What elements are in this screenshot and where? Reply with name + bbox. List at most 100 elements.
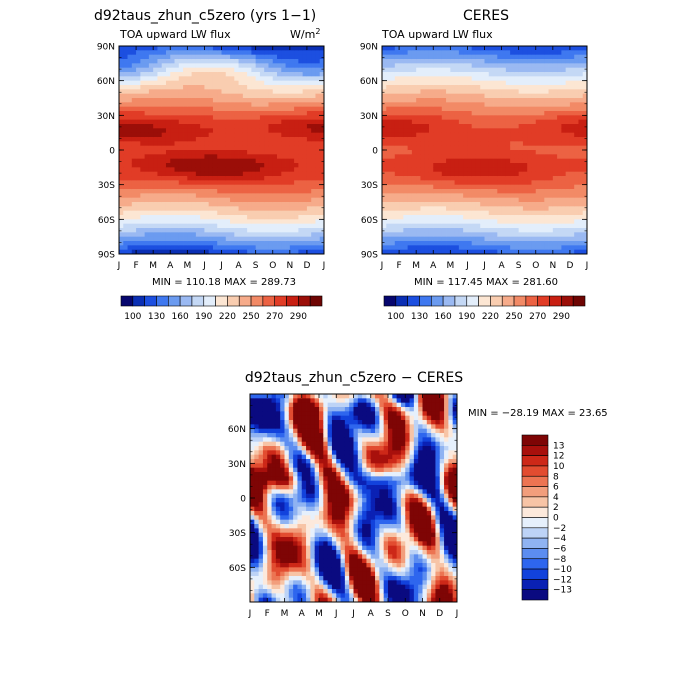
x-tick-label: M bbox=[412, 261, 420, 271]
heatmap-cell bbox=[411, 119, 417, 125]
heatmap-cell bbox=[187, 145, 192, 151]
heatmap-cell bbox=[535, 132, 541, 138]
heatmap-cell bbox=[183, 85, 188, 90]
heatmap-cell bbox=[394, 219, 400, 225]
heatmap-cell bbox=[441, 115, 447, 121]
heatmap-cell bbox=[191, 98, 197, 103]
heatmap-cell bbox=[311, 72, 316, 77]
heatmap-cell bbox=[319, 249, 325, 255]
heatmap-cell bbox=[574, 106, 579, 112]
heatmap-cell bbox=[264, 150, 269, 155]
heatmap-cell bbox=[306, 232, 312, 238]
heatmap-cell bbox=[458, 93, 464, 99]
heatmap-cell bbox=[204, 145, 210, 151]
heatmap-cell bbox=[535, 50, 541, 56]
heatmap-cell bbox=[247, 184, 252, 190]
heatmap-cell bbox=[467, 241, 473, 246]
heatmap-cell bbox=[258, 515, 264, 521]
heatmap-cell bbox=[136, 119, 141, 125]
heatmap-cell bbox=[454, 46, 460, 51]
heatmap-cell bbox=[144, 184, 150, 190]
heatmap-cell bbox=[446, 46, 451, 51]
heatmap-cell bbox=[136, 80, 141, 86]
heatmap-cell bbox=[382, 67, 387, 73]
heatmap-cell bbox=[268, 102, 274, 108]
heatmap-cell bbox=[268, 80, 274, 86]
heatmap-cell bbox=[212, 158, 218, 164]
heatmap-cell bbox=[268, 145, 274, 151]
y-tick-label: 30N bbox=[97, 112, 115, 122]
heatmap-cell bbox=[531, 72, 537, 77]
heatmap-cell bbox=[221, 223, 227, 229]
heatmap-cell bbox=[250, 446, 255, 451]
heatmap-cell bbox=[454, 232, 460, 238]
heatmap-cell bbox=[174, 223, 180, 229]
heatmap-cell bbox=[212, 63, 218, 69]
heatmap-cell bbox=[484, 189, 490, 194]
heatmap-cell bbox=[258, 420, 264, 425]
heatmap-cell bbox=[390, 219, 396, 225]
heatmap-cell bbox=[247, 59, 252, 64]
heatmap-cell bbox=[399, 72, 404, 77]
heatmap-cell bbox=[195, 180, 201, 186]
heatmap-cell bbox=[467, 219, 473, 225]
heatmap-cell bbox=[247, 232, 252, 238]
heatmap-cell bbox=[264, 163, 269, 168]
heatmap-cell bbox=[298, 76, 304, 82]
heatmap-cell bbox=[230, 76, 235, 82]
heatmap-cell bbox=[254, 567, 260, 573]
panel-ceres: CERES TOA upward LW flux J F M A M J J A S O N D J90… bbox=[360, 8, 589, 322]
heatmap-cell bbox=[552, 210, 558, 216]
heatmap-cell bbox=[488, 145, 494, 151]
heatmap-cell bbox=[225, 241, 231, 246]
heatmap-cell bbox=[501, 63, 507, 69]
heatmap-cell bbox=[208, 132, 214, 138]
heatmap-cell bbox=[212, 245, 218, 251]
heatmap-cell bbox=[557, 141, 562, 147]
heatmap-cell bbox=[230, 180, 235, 186]
heatmap-cell bbox=[484, 76, 490, 82]
heatmap-cell bbox=[428, 137, 434, 142]
heatmap-cell bbox=[255, 102, 261, 108]
heatmap-cell bbox=[403, 249, 409, 255]
heatmap-cell bbox=[552, 245, 558, 251]
heatmap-cell bbox=[578, 145, 584, 151]
heatmap-cell bbox=[569, 193, 575, 199]
heatmap-cell bbox=[170, 215, 175, 220]
heatmap-cell bbox=[574, 102, 579, 108]
heatmap-cell bbox=[552, 115, 558, 121]
heatmap-cell bbox=[285, 219, 291, 225]
heatmap-cell bbox=[441, 93, 447, 99]
heatmap-cell bbox=[187, 189, 192, 194]
heatmap-cell bbox=[497, 132, 502, 138]
heatmap-cell bbox=[565, 89, 571, 95]
heatmap-cell bbox=[234, 206, 239, 212]
heatmap-cell bbox=[565, 76, 571, 82]
heatmap-cell bbox=[157, 249, 163, 255]
heatmap-cell bbox=[548, 171, 554, 177]
heatmap-cell bbox=[463, 124, 468, 129]
heatmap-cell bbox=[153, 206, 158, 212]
heatmap-cell bbox=[557, 202, 562, 207]
heatmap-cell bbox=[416, 189, 421, 194]
heatmap-cell bbox=[420, 241, 426, 246]
heatmap-cell bbox=[225, 59, 231, 64]
heatmap-cell bbox=[217, 67, 222, 73]
heatmap-cell bbox=[407, 245, 413, 251]
heatmap-cell bbox=[161, 176, 167, 181]
heatmap-cell bbox=[522, 124, 528, 129]
heatmap-cell bbox=[484, 210, 490, 216]
heatmap-cell bbox=[212, 206, 218, 212]
heatmap-cell bbox=[411, 63, 417, 69]
heatmap-cell bbox=[501, 180, 507, 186]
heatmap-cell bbox=[234, 54, 239, 60]
heatmap-cell bbox=[230, 128, 235, 134]
heatmap-cell bbox=[315, 85, 321, 90]
heatmap-cell bbox=[535, 249, 541, 255]
heatmap-cell bbox=[259, 59, 265, 64]
heatmap-cell bbox=[540, 241, 545, 246]
heatmap-cell bbox=[510, 80, 515, 86]
heatmap-cell bbox=[428, 197, 434, 203]
heatmap-cell bbox=[259, 89, 265, 95]
heatmap-cell bbox=[416, 245, 421, 251]
